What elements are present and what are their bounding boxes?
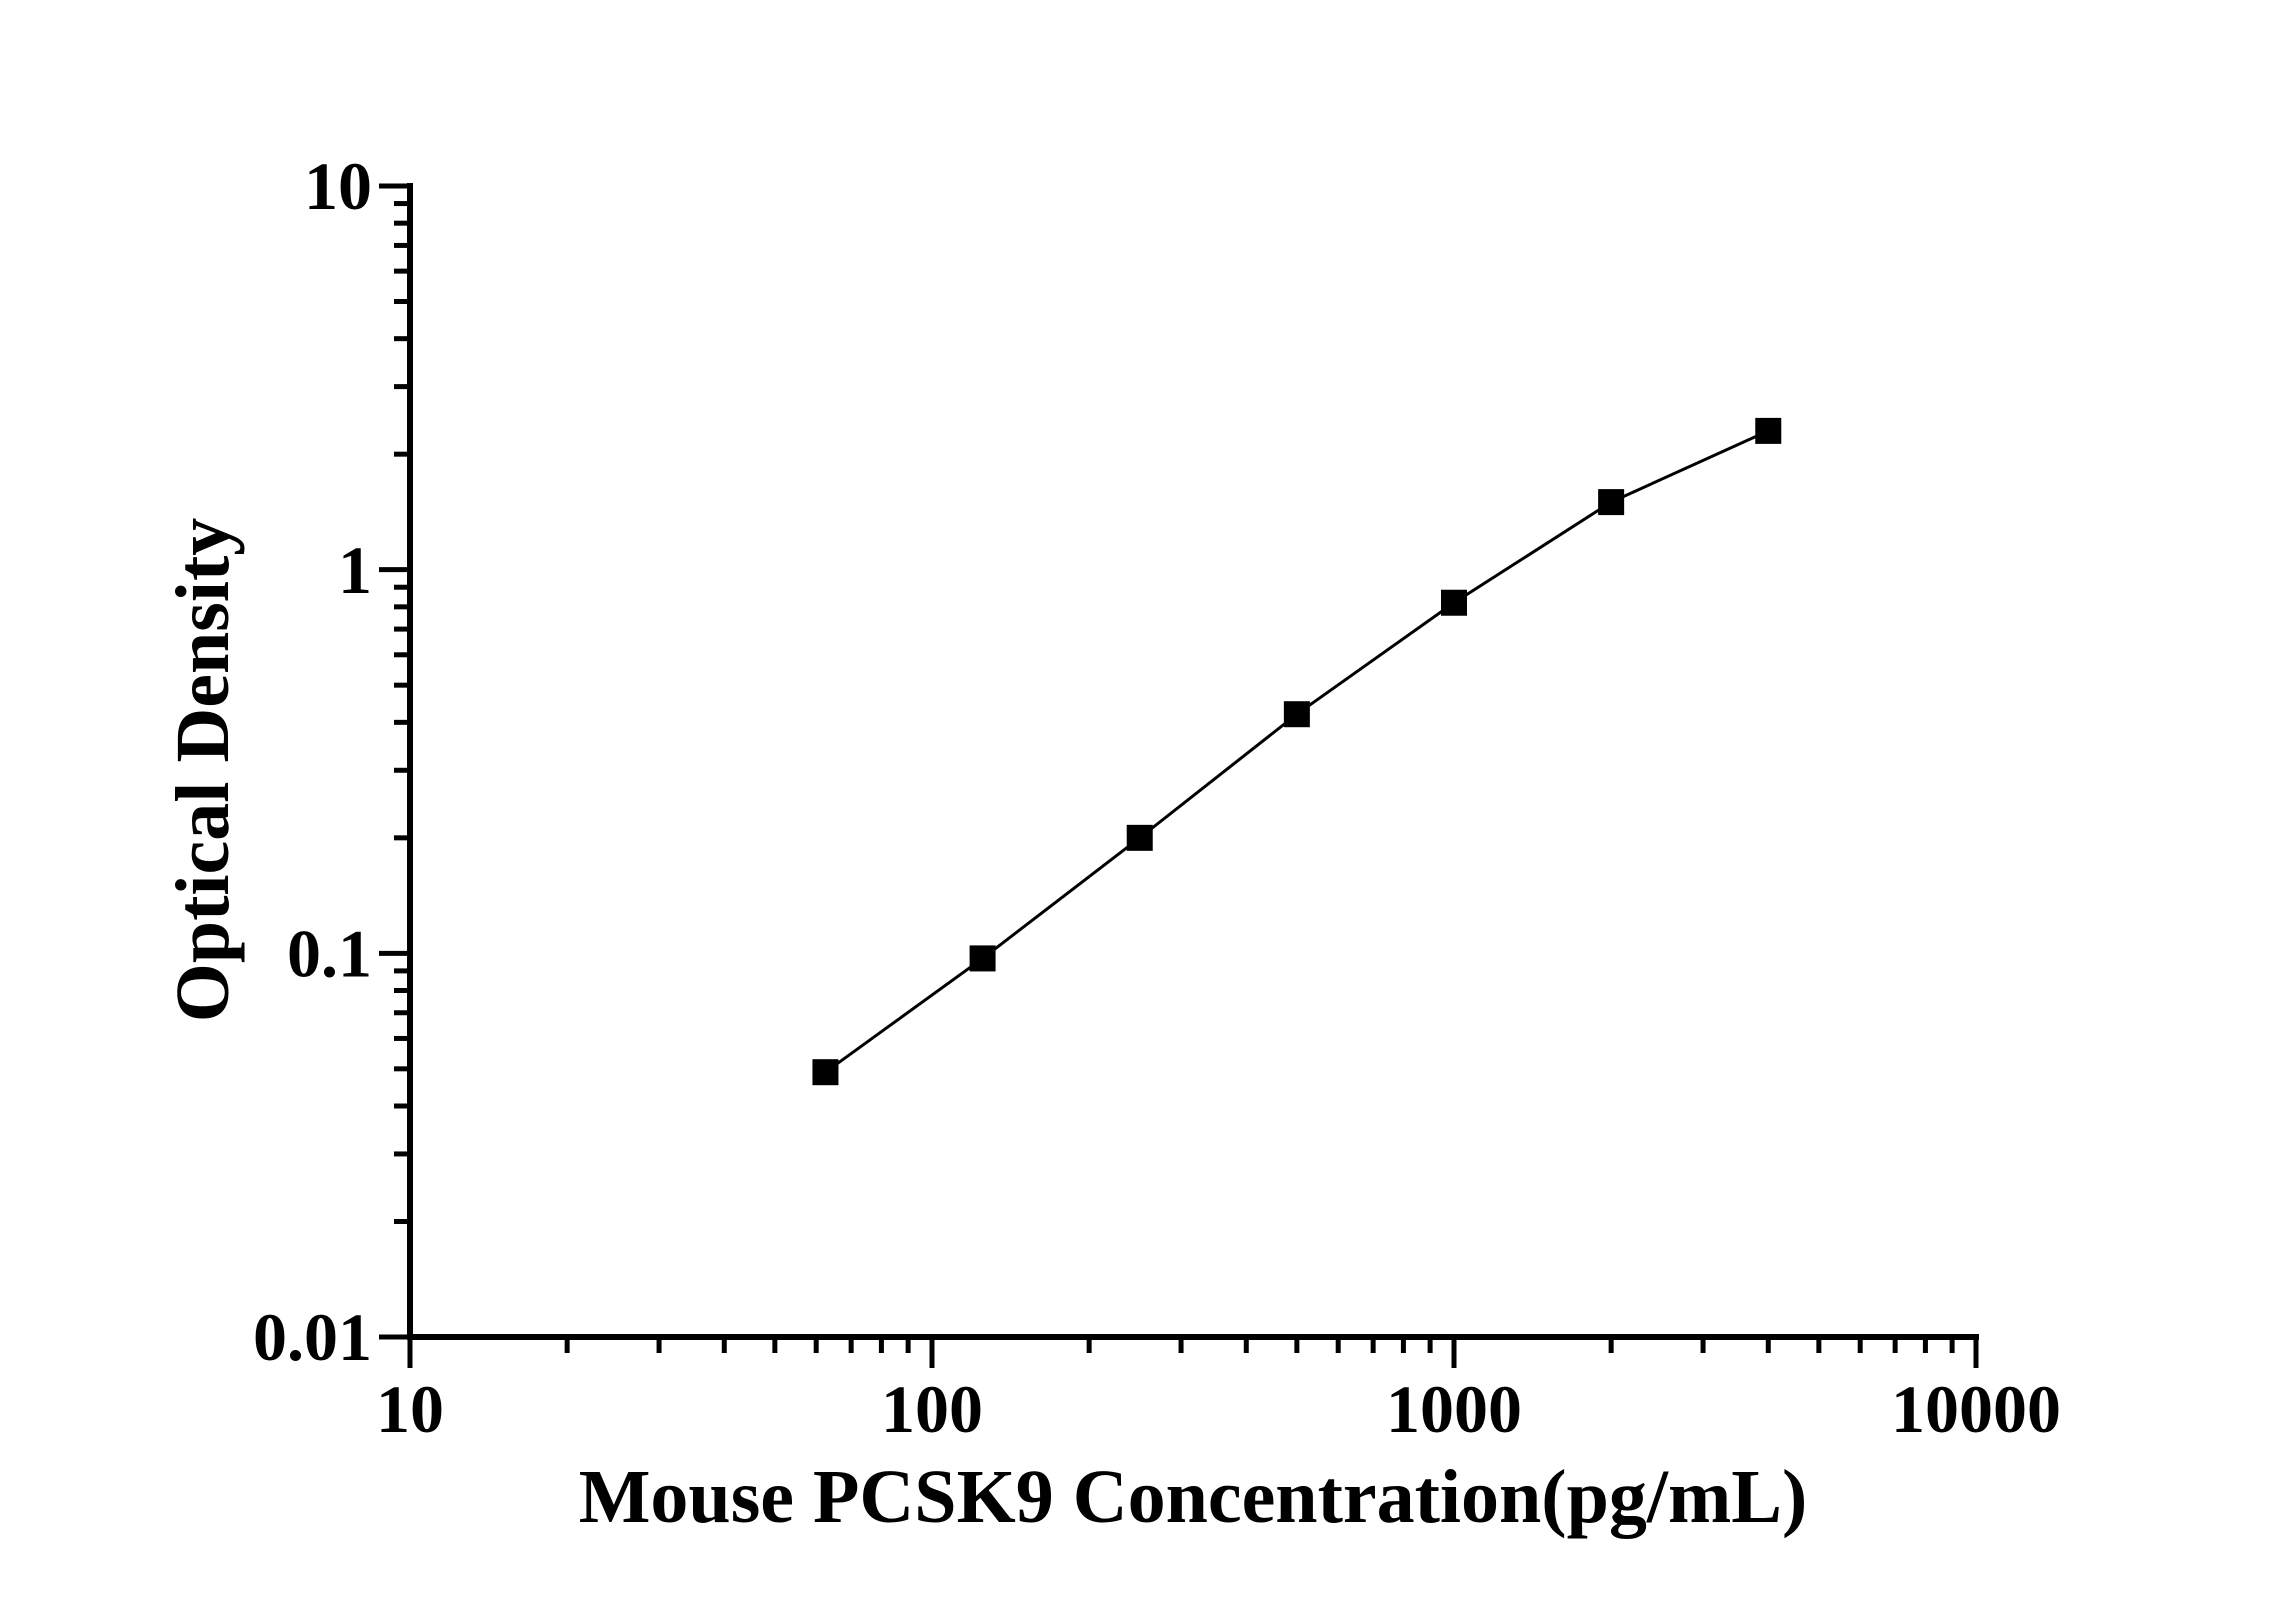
y-axis-title: Optical Density: [161, 518, 245, 1023]
y-tick-label: 0.1: [287, 915, 372, 991]
x-axis-title: Mouse PCSK9 Concentration(pg/mL): [579, 1455, 1808, 1539]
x-tick-label: 10: [376, 1371, 444, 1447]
data-point-marker: [1441, 589, 1467, 616]
y-tick-label: 0.01: [253, 1299, 372, 1375]
y-tick-label: 10: [304, 148, 372, 224]
data-point-marker: [1126, 824, 1153, 851]
data-point-marker: [1598, 489, 1625, 516]
x-tick-label: 10000: [1891, 1371, 2061, 1447]
x-tick-label: 100: [881, 1371, 983, 1447]
data-point-marker: [969, 945, 996, 972]
y-tick-label: 1: [338, 532, 372, 608]
data-point-marker: [1755, 417, 1782, 444]
x-tick-label: 1000: [1386, 1371, 1522, 1447]
data-point-marker: [812, 1059, 839, 1086]
data-point-marker: [1283, 701, 1310, 728]
